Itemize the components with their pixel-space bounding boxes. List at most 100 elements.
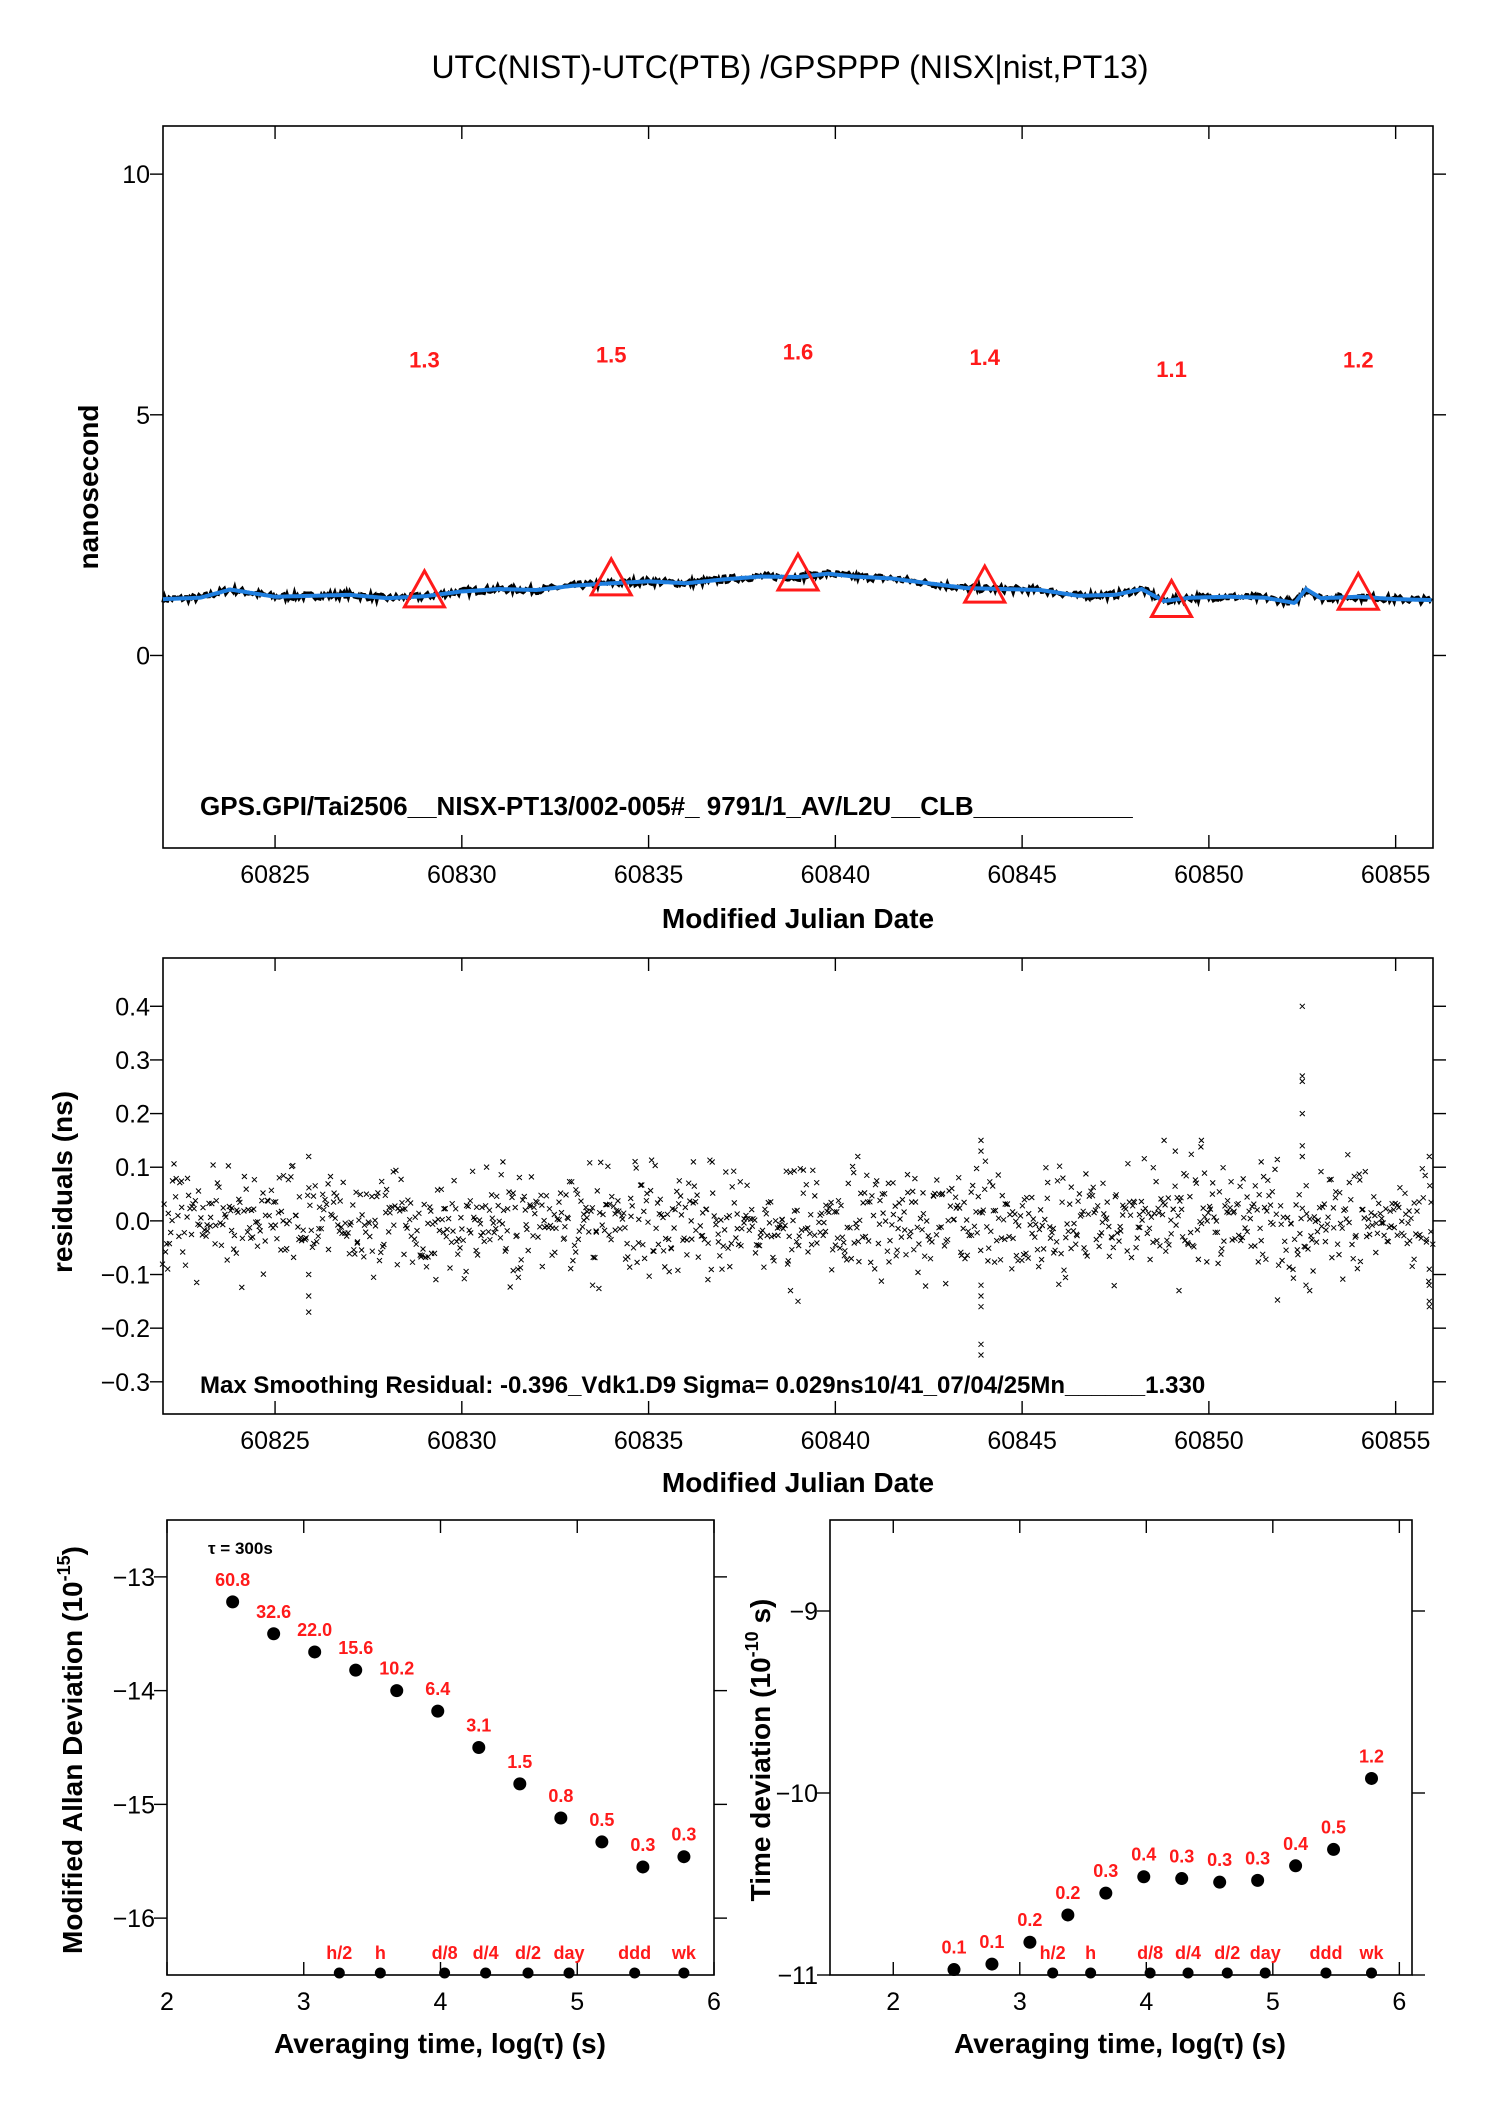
- tdev-plot-frame: [829, 1519, 1413, 1976]
- middle-xtick-label: 60825: [240, 1427, 310, 1455]
- top-xtick-label: 60855: [1361, 861, 1431, 889]
- tdev-point-label: 1.2: [1359, 1746, 1384, 1766]
- mdev-ytick-label: −14: [113, 1678, 156, 1706]
- top-ytick-label: 5: [136, 402, 150, 430]
- marker-value-label: 1.6: [783, 339, 814, 364]
- tdev-point: [1137, 1870, 1151, 1884]
- marker-value-label: 1.5: [596, 343, 627, 368]
- mdev-ylabel-main: Modified Allan Deviation: [57, 1630, 88, 1954]
- mdev-xtick-label: 2: [160, 1988, 174, 2016]
- tdev-points: 0.1 0.1 0.2 0.2 0.3 0.4 0.3 0.3 0.3 0.4 0.5 1.2 h/2 h…: [941, 1746, 1385, 1979]
- tdev-point: [1099, 1886, 1113, 1900]
- mdev-ylabel-exp: -15: [54, 1555, 74, 1581]
- tdev-xtick-label: 3: [1013, 1988, 1027, 2016]
- top-panel: 60825 60830 60835 60840 60845 60850 608550510 …: [73, 125, 1446, 934]
- tdev-time-marker-label: ddd: [1309, 1943, 1342, 1963]
- residual-points: [159, 1003, 1436, 1358]
- top-plot-frame: [162, 125, 1434, 849]
- tdev-point-label: 0.2: [1055, 1883, 1080, 1903]
- middle-xtick-label: 60830: [427, 1427, 497, 1455]
- tdev-point-label: 0.2: [1017, 1910, 1042, 1930]
- middle-ytick-label: 0.1: [115, 1154, 150, 1182]
- tdev-time-marker-label: d/4: [1175, 1943, 1201, 1963]
- tdev-time-marker: [1259, 1967, 1271, 1979]
- mdev-time-marker-label: day: [554, 1943, 585, 1963]
- middle-ytick-label: 0.4: [115, 993, 150, 1021]
- tdev-point-label: 0.1: [941, 1938, 966, 1958]
- middle-ytick-label: 0.0: [115, 1208, 150, 1236]
- mdev-point: [226, 1595, 240, 1609]
- mdev-point: [513, 1777, 527, 1791]
- tdev-time-marker-label: h: [1085, 1943, 1096, 1963]
- mdev-point: [390, 1684, 404, 1698]
- mdev-ticks: 2 3 4 5 6 −13 −14 −15 −16: [113, 1520, 727, 2016]
- tdev-x-axis-label: Averaging time, log(τ) (s): [954, 2028, 1286, 2059]
- triangle-marker: [1335, 570, 1381, 611]
- triangle-marker: [962, 562, 1008, 604]
- tdev-point: [1251, 1873, 1265, 1887]
- tdev-ylabel-end: s): [745, 1599, 776, 1632]
- middle-plot-frame: [162, 957, 1434, 1415]
- tdev-point-label: 0.3: [1093, 1861, 1118, 1881]
- top-x-axis-label: Modified Julian Date: [662, 903, 934, 934]
- tdev-y-axis-label: Time deviation (10-10 s): [742, 1599, 776, 1902]
- mdev-point: [308, 1645, 322, 1659]
- mdev-point-label: 60.8: [215, 1570, 250, 1590]
- middle-ytick-label: −0.3: [101, 1369, 150, 1397]
- tdev-point: [985, 1957, 999, 1971]
- mdev-time-marker: [563, 1967, 575, 1979]
- mdev-point-label: 0.5: [589, 1810, 614, 1830]
- mdev-time-marker: [374, 1967, 386, 1979]
- mdev-point: [349, 1663, 363, 1677]
- mdev-point: [267, 1627, 281, 1641]
- mdev-time-marker: [439, 1967, 451, 1979]
- tdev-time-marker: [1366, 1967, 1378, 1979]
- tdev-time-marker-label: d/2: [1214, 1943, 1240, 1963]
- mdev-time-marker: [333, 1967, 345, 1979]
- marker-value-label: 1.1: [1156, 357, 1187, 382]
- top-ytick-label: 0: [136, 642, 150, 670]
- top-series: [161, 568, 1433, 609]
- mdev-point-label: 22.0: [297, 1620, 332, 1640]
- marker-value-label: 1.2: [1343, 347, 1374, 372]
- middle-x-axis-label: Modified Julian Date: [662, 1467, 934, 1498]
- tdev-point-label: 0.3: [1169, 1847, 1194, 1867]
- mdev-xtick-label: 3: [297, 1988, 311, 2016]
- mdev-ylabel-end: ): [57, 1546, 88, 1555]
- top-ytick-label: 10: [122, 161, 150, 189]
- mdev-time-marker-label: h: [375, 1943, 386, 1963]
- tdev-point-label: 0.3: [1245, 1848, 1270, 1868]
- tau-note: τ = 300s: [208, 1539, 273, 1558]
- mdev-time-marker-label: d/8: [432, 1943, 458, 1963]
- tdev-ytick-label: −10: [776, 1780, 818, 1808]
- mdev-xtick-label: 5: [570, 1988, 584, 2016]
- mdev-xtick-label: 6: [707, 1988, 721, 2016]
- tdev-point-label: 0.1: [979, 1932, 1004, 1952]
- mdev-time-marker-label: d/4: [473, 1943, 499, 1963]
- middle-annotation: Max Smoothing Residual: -0.396_Vdk1.D9 S…: [200, 1372, 1205, 1399]
- tdev-xtick-label: 2: [886, 1988, 900, 2016]
- tdev-point-label: 0.3: [1207, 1850, 1232, 1870]
- mdev-point-label: 6.4: [425, 1679, 450, 1699]
- tdev-ytick-label: −9: [789, 1598, 818, 1626]
- tdev-ylabel-main: Time deviation: [745, 1706, 776, 1902]
- mdev-point-label: 1.5: [507, 1752, 532, 1772]
- top-xtick-label: 60840: [801, 861, 871, 889]
- top-smoothed-line: [162, 571, 1432, 606]
- middle-ticks: 60825 60830 60835 60840 60845 60850 60855 −0.3 −…: [101, 958, 1446, 1455]
- middle-xtick-label: 60850: [1174, 1427, 1244, 1455]
- tdev-ylabel-exp: -10: [742, 1631, 762, 1657]
- middle-xtick-label: 60835: [614, 1427, 684, 1455]
- marker-value-label: 1.3: [409, 347, 440, 372]
- middle-y-axis-label: residuals (ns): [47, 1091, 78, 1273]
- mdev-time-marker-label: d/2: [515, 1943, 541, 1963]
- mdev-point: [595, 1835, 609, 1849]
- tdev-point: [1061, 1908, 1075, 1922]
- mdev-point-label: 0.3: [630, 1835, 655, 1855]
- triangle-marker: [588, 555, 634, 597]
- mdev-x-axis-label: Averaging time, log(τ) (s): [274, 2028, 606, 2059]
- mdev-point: [677, 1850, 691, 1864]
- mdev-time-marker: [480, 1967, 492, 1979]
- tdev-ticks: 2 3 4 5 6 −9 −10 −11: [776, 1520, 1425, 2016]
